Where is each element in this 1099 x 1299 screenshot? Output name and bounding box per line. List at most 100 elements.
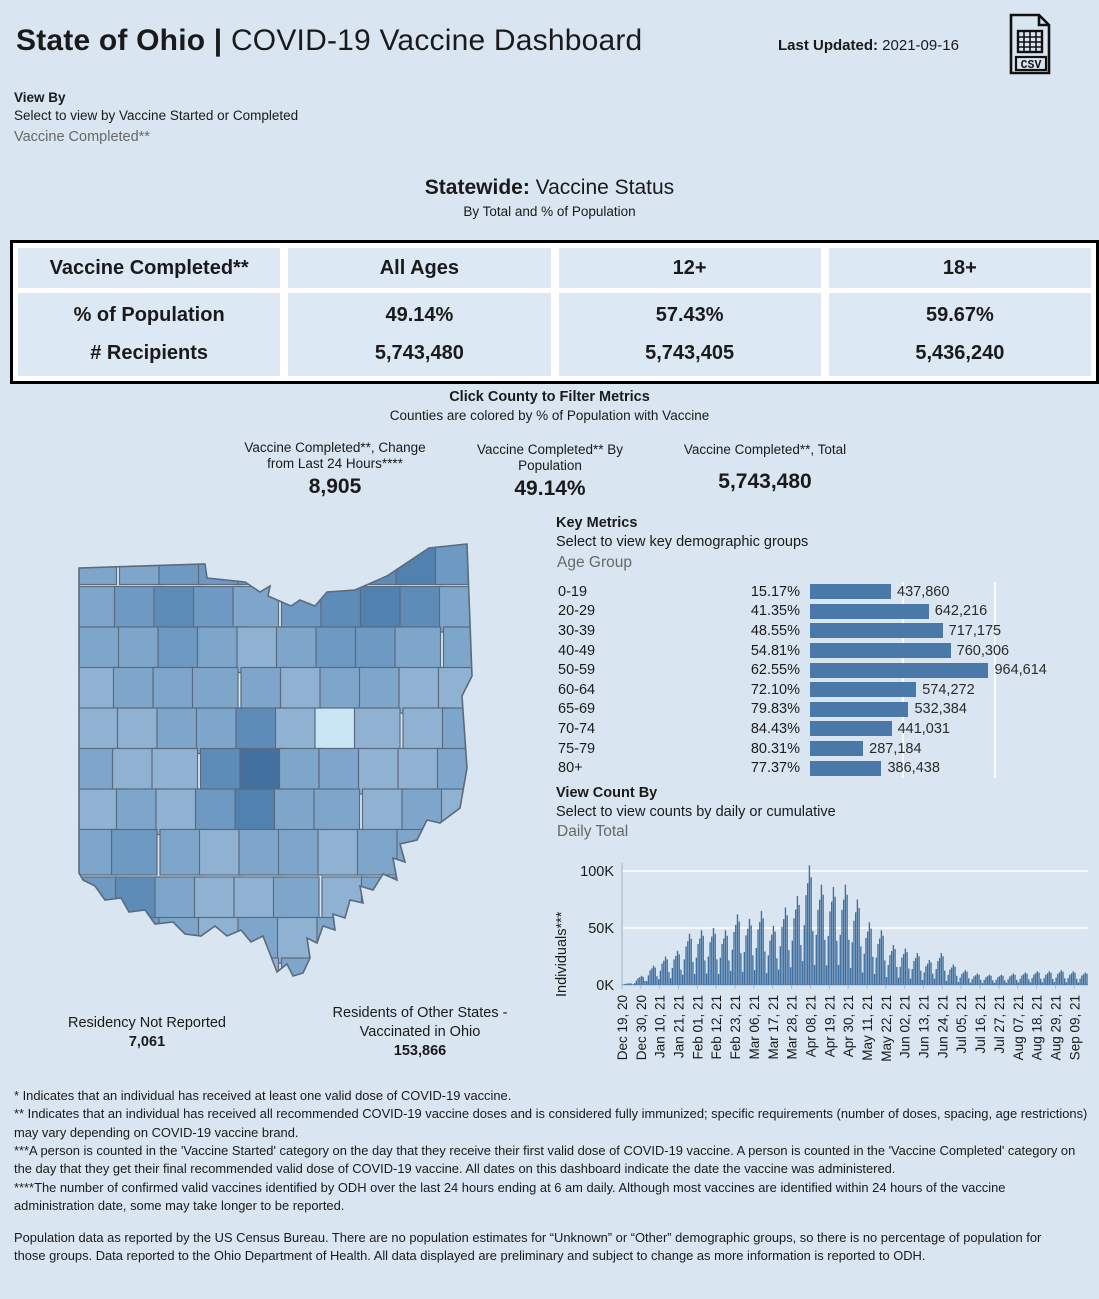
county-shape[interactable]: [73, 747, 120, 795]
county-shape[interactable]: [279, 666, 327, 714]
county-shape[interactable]: [151, 747, 199, 795]
key-metrics-selector[interactable]: Age Group: [557, 554, 632, 571]
county-shape[interactable]: [157, 626, 205, 674]
county-shape[interactable]: [440, 788, 488, 836]
ohio-county-map[interactable]: [55, 528, 515, 1006]
county-shape[interactable]: [280, 957, 328, 1004]
county-shape[interactable]: [358, 666, 406, 714]
county-shape[interactable]: [360, 876, 408, 924]
county-shape[interactable]: [395, 539, 443, 586]
county-shape[interactable]: [396, 828, 444, 876]
county-shape[interactable]: [232, 957, 280, 1004]
county-shape[interactable]: [112, 666, 160, 714]
county-shape[interactable]: [398, 666, 446, 714]
county-shape[interactable]: [313, 788, 361, 836]
county-shape[interactable]: [276, 539, 324, 586]
county-shape[interactable]: [117, 626, 165, 674]
county-shape[interactable]: [274, 707, 322, 755]
county-shape[interactable]: [195, 707, 243, 755]
county-shape[interactable]: [74, 666, 121, 714]
county-shape[interactable]: [237, 916, 285, 964]
county-shape[interactable]: [158, 916, 206, 964]
county-shape[interactable]: [199, 747, 247, 795]
county-shape[interactable]: [400, 876, 448, 924]
county-shape[interactable]: [77, 788, 124, 836]
county-shape[interactable]: [354, 626, 402, 674]
county-shape[interactable]: [280, 585, 328, 633]
county-shape[interactable]: [434, 916, 482, 964]
county-shape[interactable]: [76, 876, 123, 924]
county-shape[interactable]: [71, 539, 118, 586]
county-shape[interactable]: [320, 957, 368, 1004]
county-shape[interactable]: [399, 585, 447, 633]
county-shape[interactable]: [353, 707, 401, 755]
county-shape[interactable]: [321, 876, 369, 924]
county-shape[interactable]: [399, 957, 447, 1004]
county-shape[interactable]: [272, 876, 320, 924]
county-shape[interactable]: [111, 747, 159, 795]
county-shape[interactable]: [273, 788, 321, 836]
county-shape[interactable]: [159, 828, 207, 876]
county-shape[interactable]: [402, 707, 450, 755]
county-shape[interactable]: [232, 585, 280, 633]
county-shape[interactable]: [434, 539, 482, 586]
county-shape[interactable]: [277, 828, 325, 876]
county-shape[interactable]: [355, 916, 403, 964]
county-shape[interactable]: [191, 666, 239, 714]
county-shape[interactable]: [275, 626, 323, 674]
county-shape[interactable]: [110, 828, 158, 876]
county-shape[interactable]: [359, 957, 407, 1004]
county-shape[interactable]: [156, 707, 204, 755]
county-shape[interactable]: [240, 666, 288, 714]
county-shape[interactable]: [233, 876, 281, 924]
county-shape[interactable]: [113, 585, 161, 633]
county-shape[interactable]: [113, 957, 161, 1004]
county-shape[interactable]: [71, 916, 118, 964]
county-shape[interactable]: [439, 876, 487, 924]
county-shape[interactable]: [192, 957, 240, 1004]
county-shape[interactable]: [78, 707, 125, 755]
county-shape[interactable]: [75, 585, 122, 633]
county-shape[interactable]: [314, 707, 362, 755]
county-shape[interactable]: [438, 585, 486, 633]
county-shape[interactable]: [155, 788, 203, 836]
csv-download-button[interactable]: CSV: [1008, 13, 1052, 75]
county-shape[interactable]: [356, 828, 404, 876]
view-by-dropdown[interactable]: Vaccine Completed**: [14, 129, 150, 145]
county-shape[interactable]: [197, 539, 245, 586]
county-shape[interactable]: [320, 585, 368, 633]
county-shape[interactable]: [435, 828, 483, 876]
county-shape[interactable]: [116, 707, 164, 755]
county-shape[interactable]: [153, 957, 201, 1004]
county-shape[interactable]: [236, 626, 284, 674]
county-shape[interactable]: [315, 626, 363, 674]
county-shape[interactable]: [438, 957, 486, 1004]
county-shape[interactable]: [235, 707, 283, 755]
county-cells[interactable]: [71, 539, 489, 1004]
county-shape[interactable]: [196, 626, 244, 674]
county-shape[interactable]: [316, 916, 364, 964]
county-shape[interactable]: [316, 539, 364, 586]
county-shape[interactable]: [355, 539, 403, 586]
county-shape[interactable]: [401, 788, 449, 836]
county-shape[interactable]: [318, 747, 366, 795]
view-count-selector[interactable]: Daily Total: [557, 823, 629, 840]
county-shape[interactable]: [192, 585, 240, 633]
county-shape[interactable]: [234, 788, 282, 836]
county-shape[interactable]: [394, 626, 442, 674]
county-shape[interactable]: [79, 626, 126, 674]
county-shape[interactable]: [359, 585, 407, 633]
county-shape[interactable]: [118, 539, 166, 586]
county-shape[interactable]: [361, 788, 409, 836]
county-shape[interactable]: [436, 747, 484, 795]
county-shape[interactable]: [238, 828, 286, 876]
county-shape[interactable]: [197, 916, 245, 964]
county-shape[interactable]: [154, 876, 202, 924]
county-shape[interactable]: [437, 666, 485, 714]
county-shape[interactable]: [395, 916, 443, 964]
county-shape[interactable]: [153, 585, 201, 633]
county-shape[interactable]: [158, 539, 206, 586]
county-shape[interactable]: [193, 876, 241, 924]
county-shape[interactable]: [397, 747, 445, 795]
county-shape[interactable]: [442, 626, 490, 674]
